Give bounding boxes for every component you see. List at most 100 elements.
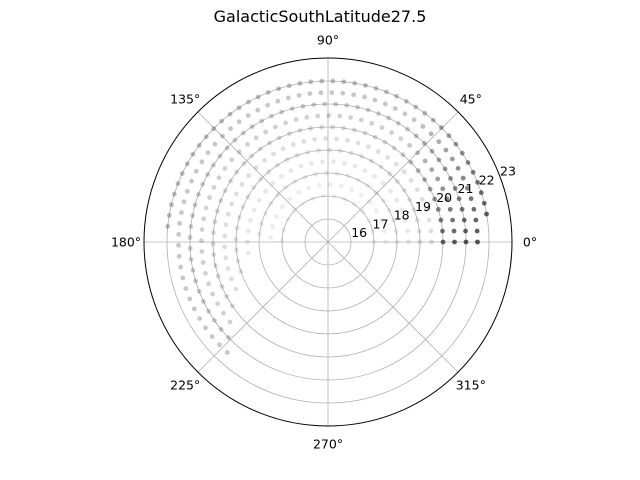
data-point [422, 140, 427, 146]
data-point [233, 286, 239, 292]
data-point [263, 188, 268, 194]
data-point [373, 85, 379, 91]
data-point [384, 89, 389, 95]
data-point [459, 206, 465, 212]
data-point [179, 171, 185, 176]
chart-title: GalacticSouthLatitude27.5 [213, 7, 427, 26]
data-point [382, 101, 388, 107]
data-point [452, 239, 457, 245]
data-point [405, 126, 410, 132]
data-point [217, 153, 223, 159]
data-point [229, 201, 235, 207]
data-point [262, 210, 268, 216]
data-point [429, 167, 435, 173]
data-point [387, 171, 393, 177]
data-point [191, 306, 197, 312]
radius-tick-label: 20 [436, 190, 452, 205]
data-point [176, 253, 182, 259]
data-point [313, 171, 318, 177]
data-point [236, 119, 242, 125]
data-point [407, 197, 413, 203]
data-point [320, 159, 325, 165]
data-point [411, 117, 417, 123]
data-point [330, 124, 336, 130]
polar-grid [144, 58, 512, 426]
data-point [423, 207, 429, 212]
data-point [190, 267, 196, 273]
data-point [360, 209, 366, 215]
data-point [214, 208, 220, 214]
data-point [473, 217, 479, 223]
data-point [416, 228, 422, 234]
data-point [372, 173, 377, 179]
data-point [382, 139, 388, 145]
data-point [220, 133, 225, 139]
data-point [402, 111, 408, 117]
data-point [359, 154, 365, 159]
data-points [165, 78, 489, 355]
angle-tick-label: 270° [313, 437, 343, 452]
data-point [219, 284, 225, 289]
data-point [436, 157, 442, 163]
data-point [225, 266, 231, 271]
tick-labels: 0° 45° 90° 135° 180° 225° 270° 315° 16 17 18 19 20 21… [111, 33, 537, 452]
data-point [484, 211, 489, 217]
data-point [428, 131, 434, 137]
data-point [459, 150, 465, 156]
radius-tick-label: 18 [394, 208, 410, 223]
data-point [408, 177, 414, 183]
data-point [238, 269, 244, 274]
data-point [302, 174, 308, 180]
data-point [411, 207, 417, 213]
data-point [280, 146, 286, 152]
data-point [379, 125, 385, 130]
data-point [187, 235, 193, 240]
data-point [371, 239, 377, 245]
data-point [203, 325, 208, 331]
data-point [296, 92, 302, 98]
data-point [327, 182, 333, 187]
data-point [430, 117, 436, 123]
data-point [222, 166, 228, 171]
data-point [435, 176, 441, 182]
data-point [370, 228, 376, 234]
data-point [378, 218, 384, 223]
data-point [344, 102, 350, 108]
data-point [478, 190, 484, 196]
data-point [296, 190, 302, 195]
radius-tick-label: 23 [500, 164, 516, 179]
data-point [187, 246, 193, 251]
data-point [337, 113, 343, 119]
data-point [223, 222, 229, 228]
data-point [381, 198, 386, 204]
data-point [228, 276, 234, 282]
data-point [450, 217, 455, 223]
data-point [274, 213, 279, 219]
data-point [279, 238, 285, 243]
data-point [290, 142, 296, 147]
data-point [348, 115, 353, 120]
angle-tick-label: 135° [170, 92, 200, 107]
data-point [382, 228, 387, 234]
radius-gridline-19 [235, 149, 421, 335]
radius-tick-label: 21 [458, 181, 474, 196]
data-point [213, 263, 218, 268]
data-point [211, 185, 217, 190]
data-point [249, 124, 255, 130]
data-point [275, 98, 281, 104]
data-point [210, 241, 216, 247]
data-point [401, 169, 407, 175]
data-point [265, 102, 271, 108]
data-point [266, 169, 272, 175]
data-point [316, 148, 321, 153]
data-point [333, 101, 339, 107]
data-point [394, 93, 399, 99]
data-point [245, 142, 250, 147]
data-point [398, 136, 404, 142]
data-point [447, 206, 453, 212]
data-point [188, 257, 194, 262]
data-point [210, 230, 216, 236]
data-point [234, 191, 239, 197]
data-point [323, 136, 328, 141]
data-point [310, 196, 315, 202]
